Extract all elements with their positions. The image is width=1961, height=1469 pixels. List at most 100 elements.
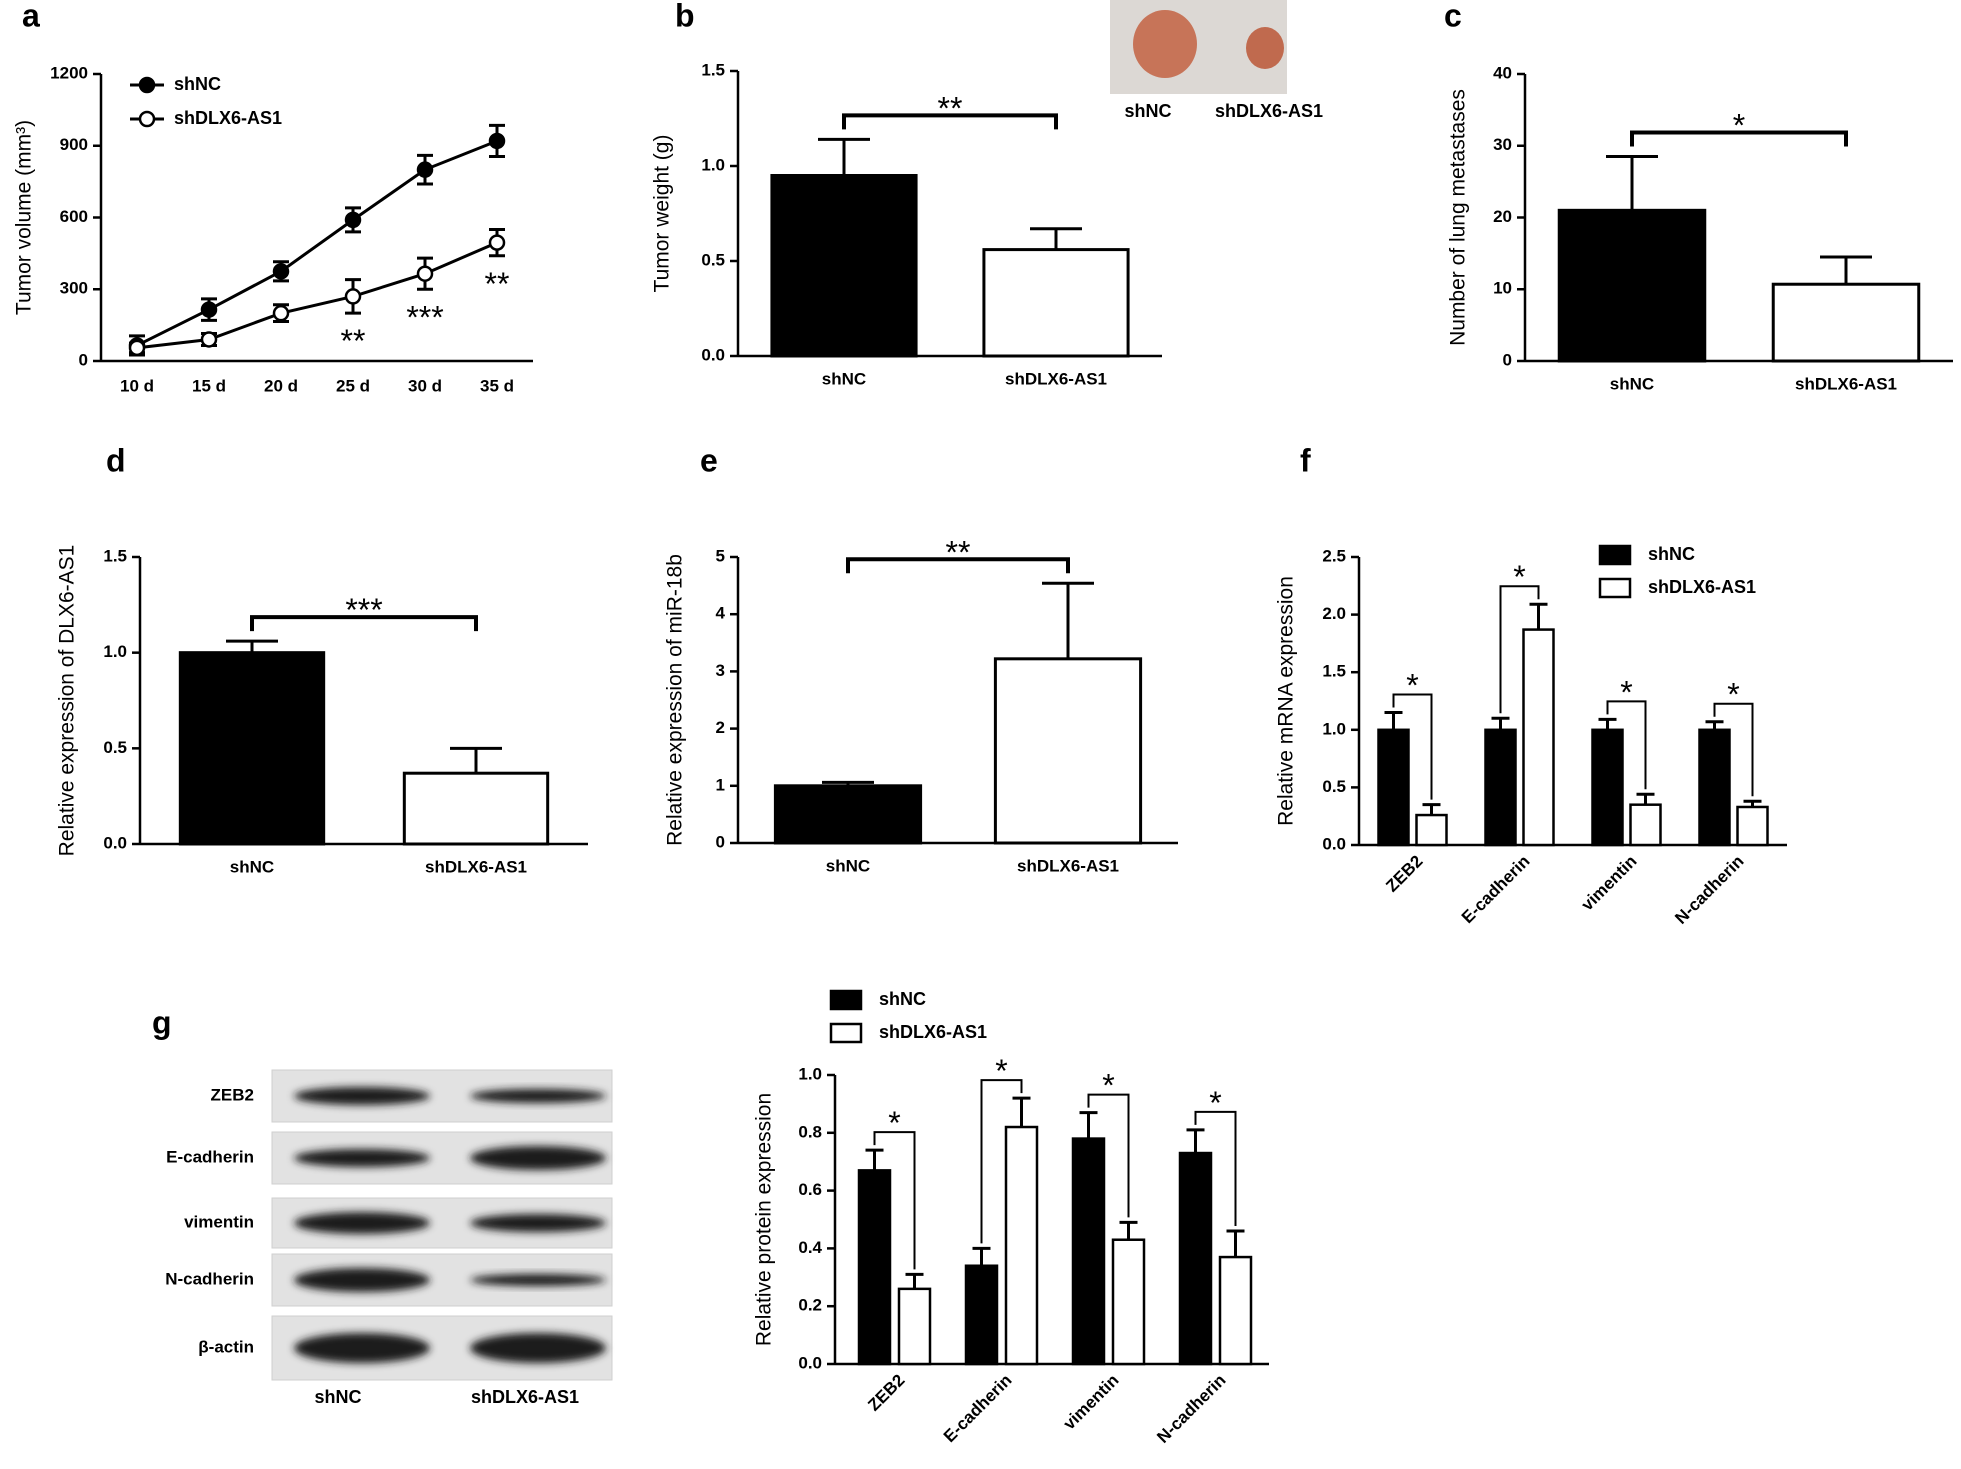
y-tick-label: 0.5	[1322, 777, 1346, 796]
significance: *	[1620, 674, 1632, 710]
error-bar	[1705, 720, 1724, 730]
error-bar	[1598, 717, 1617, 730]
error-bar	[450, 746, 502, 774]
x-tick-label: shNC	[1610, 374, 1654, 393]
significance-bracket	[980, 1079, 1023, 1244]
significance: ***	[406, 299, 443, 335]
blot-band	[294, 1268, 430, 1292]
bar	[857, 1169, 892, 1366]
point	[344, 211, 362, 229]
error-bar	[1422, 803, 1441, 816]
point	[344, 288, 362, 305]
error-bar	[1820, 255, 1872, 285]
panel-letter: f	[1300, 442, 1311, 478]
x-tick-label: 20 d	[264, 376, 298, 395]
y-tick-label: 0.6	[798, 1180, 822, 1199]
y-tick-label: 1.5	[701, 60, 725, 79]
significance-bracket	[1392, 693, 1433, 800]
inset-label: shDLX6-AS1	[1215, 101, 1323, 121]
point	[488, 234, 506, 251]
y-tick-label: 3	[716, 661, 725, 680]
significance: **	[946, 534, 971, 570]
y-tick-label: 600	[60, 207, 88, 226]
y-tick-label: 1	[716, 775, 725, 794]
y-tick-label: 40	[1493, 63, 1512, 82]
y-tick-label: 0.0	[1322, 834, 1346, 853]
significance: **	[341, 323, 366, 359]
bar	[1218, 1255, 1253, 1366]
y-tick-label: 0.5	[103, 738, 127, 757]
y-axis-title: Relative expression of DLX6-AS1	[56, 545, 79, 857]
y-tick-label: 0.5	[701, 250, 725, 269]
y-tick-label: 0	[716, 832, 725, 851]
significance-bracket	[1630, 130, 1848, 147]
panel-letter: b	[675, 0, 695, 33]
significance: ***	[345, 592, 382, 628]
error-bar	[972, 1246, 991, 1266]
inset-label: shNC	[1124, 101, 1171, 121]
legend-label: shNC	[1648, 544, 1695, 564]
point	[272, 263, 290, 280]
bar	[1071, 1137, 1106, 1366]
significance-bracket	[1499, 585, 1540, 714]
legend-label: shDLX6-AS1	[174, 108, 282, 128]
error-bar	[1743, 799, 1762, 807]
significance: *	[1102, 1068, 1114, 1104]
blot-band	[294, 1212, 430, 1234]
blot-band	[470, 1089, 606, 1103]
error-bar	[1030, 227, 1082, 250]
y-tick-label: 1200	[50, 63, 88, 82]
significance: **	[485, 266, 510, 302]
x-tick-label: 15 d	[192, 376, 226, 395]
blot-row-label: ZEB2	[211, 1085, 254, 1104]
y-axis-title: Relative protein expression	[753, 1093, 776, 1346]
y-tick-label: 0.0	[701, 345, 725, 364]
bar	[1771, 282, 1921, 363]
panel-letter: c	[1444, 0, 1462, 33]
legend-marker	[138, 76, 156, 94]
panel-letter: g	[152, 1004, 172, 1040]
y-tick-label: 900	[60, 135, 88, 154]
error-bar	[1606, 155, 1658, 211]
error-bar	[1529, 602, 1548, 630]
y-tick-label: 1.5	[1322, 662, 1346, 681]
y-axis-title: Number of lung metastases	[1447, 89, 1470, 346]
error-bar	[1079, 1111, 1098, 1139]
significance: *	[1209, 1085, 1221, 1121]
blot-band	[294, 1149, 430, 1167]
bar	[1591, 728, 1624, 847]
bar	[1698, 728, 1731, 847]
x-tick-label: shDLX6-AS1	[1005, 369, 1107, 388]
x-tick-label: shNC	[230, 857, 274, 876]
bar	[964, 1264, 999, 1366]
y-tick-label: 5	[716, 546, 725, 565]
significance-bracket	[1713, 702, 1754, 797]
blot-band	[470, 1214, 606, 1232]
significance-bracket	[842, 113, 1058, 130]
point	[272, 304, 290, 322]
legend-swatch	[1598, 577, 1632, 599]
blot-row-label: β-actin	[198, 1337, 254, 1356]
x-tick-label: shNC	[826, 856, 870, 875]
error-bar	[1384, 711, 1403, 730]
bar	[897, 1287, 932, 1366]
y-tick-label: 10	[1493, 279, 1512, 298]
bar	[1736, 805, 1769, 847]
bar	[1178, 1151, 1213, 1366]
blot-row-label: N-cadherin	[165, 1269, 254, 1288]
blot-band	[470, 1333, 606, 1363]
bar	[982, 248, 1130, 358]
bar	[1557, 208, 1707, 363]
y-tick-label: 2.5	[1322, 546, 1346, 565]
bar	[1415, 813, 1448, 847]
bar	[1004, 1125, 1039, 1366]
y-tick-label: 1.5	[103, 546, 127, 565]
legend-label: shDLX6-AS1	[879, 1022, 987, 1042]
x-tick-label: 35 d	[480, 376, 514, 395]
legend-swatch	[829, 1022, 863, 1044]
blot-column-label: shNC	[314, 1387, 361, 1407]
significance: *	[995, 1053, 1007, 1089]
y-tick-label: 300	[60, 279, 88, 298]
significance-bracket	[873, 1131, 916, 1270]
